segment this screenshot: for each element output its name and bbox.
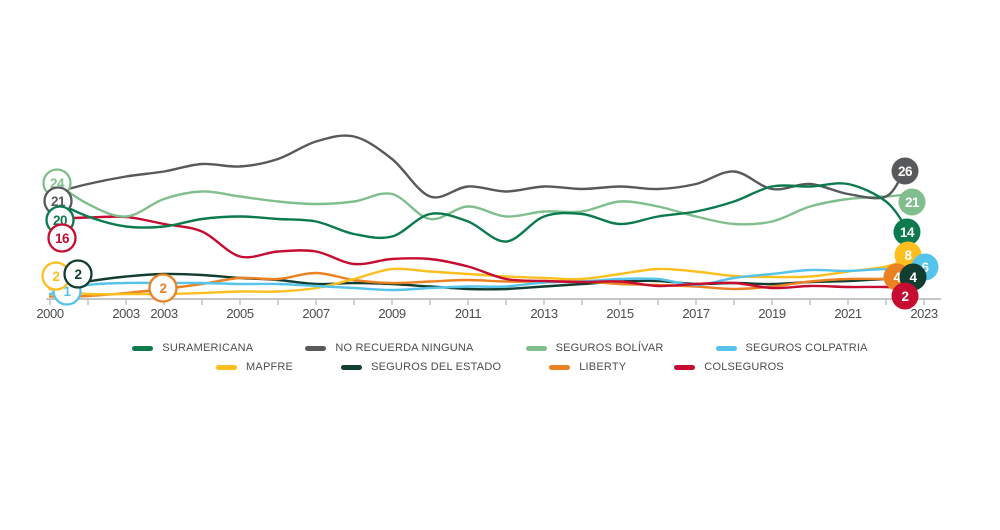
series-line-seguros-del-estado <box>48 272 915 291</box>
series-line-liberty <box>48 271 899 298</box>
end-badge-colseguros: 2 <box>891 282 919 310</box>
x-axis-label: 2000 <box>36 306 63 321</box>
badge-value: 14 <box>900 225 915 240</box>
legend-dash-no-recuerda-ninguna <box>305 345 327 351</box>
legend-dash-seguros-colpatria <box>715 345 737 351</box>
badge-value: 4 <box>893 270 901 285</box>
series-lines <box>48 134 927 298</box>
badge-circle <box>891 282 919 310</box>
legend-item-seguros-colpatria: SEGUROS COLPATRIA <box>715 342 868 354</box>
badge-circle <box>898 188 926 216</box>
badge-circle <box>63 259 93 289</box>
series-line-seguros-bolivar <box>48 177 914 226</box>
legend-item-mapfre: MAPFRE <box>216 361 293 373</box>
series-line-mapfre <box>48 257 910 296</box>
badge-value: 4 <box>909 270 917 285</box>
legend-row-2: MAPFRE SEGUROS DEL ESTADO LIBERTY COLSEGURO… <box>216 361 784 373</box>
series-line-no-recuerda-ninguna <box>48 134 907 200</box>
series-line-suramericana <box>48 182 909 243</box>
legend-label: SURAMERICANA <box>162 342 254 354</box>
series-line-seguros-colpatria <box>48 267 927 296</box>
legend-label: SEGUROS DEL ESTADO <box>371 361 502 373</box>
chart-legend: SURAMERICANA NO RECUERDA NINGUNA SEGUROS B… <box>0 342 1000 373</box>
legend-label: MAPFRE <box>246 361 294 373</box>
legend-dash-liberty <box>549 364 571 370</box>
x-axis: 2000 2003 2003 2005 2007 2009 2011 2013 2015 2017… <box>36 298 941 321</box>
badge-value: 6 <box>921 260 929 275</box>
x-axis-label: 2005 <box>226 306 253 321</box>
badge-value: 8 <box>904 248 912 263</box>
badge-circle <box>148 273 178 303</box>
legend-dash-mapfre <box>216 364 238 370</box>
x-axis-label: 2013 <box>530 306 557 321</box>
legend-item-no-recuerda-ninguna: NO RECUERDA NINGUNA <box>305 342 473 354</box>
legend-item-seguros-del-estado: SEGUROS DEL ESTADO <box>341 361 501 373</box>
x-axis-label: 2023 <box>910 306 937 321</box>
badge-value: 2 <box>74 267 81 282</box>
x-axis-label: 2015 <box>606 306 633 321</box>
legend-dash-seguros-bolivar <box>525 345 547 351</box>
end-badge-seguros-bolivar: 21 <box>898 188 926 216</box>
badge-value: 21 <box>51 194 66 209</box>
start-badge-liberty: 2 <box>148 273 178 303</box>
start-badge-seguros-del-estado: 2 <box>63 259 93 289</box>
start-badge-mapfre: 2 <box>41 261 71 291</box>
end-badge-no-recuerda-ninguna: 26 <box>891 157 919 185</box>
x-axis-label: 2007 <box>302 306 329 321</box>
legend-label: LIBERTY <box>579 361 627 373</box>
x-axis-label: 2003 <box>150 306 177 321</box>
badge-value: 1 <box>63 284 71 299</box>
x-axis-label: 2017 <box>682 306 709 321</box>
series-line-colseguros <box>48 215 907 291</box>
legend-label: NO RECUERDA NINGUNA <box>335 342 474 354</box>
legend-item-liberty: LIBERTY <box>549 361 626 373</box>
x-axis-label: 2021 <box>834 306 861 321</box>
badge-value: 16 <box>55 231 70 246</box>
legend-dash-suramericana <box>132 345 154 351</box>
badge-value: 2 <box>901 289 908 304</box>
badge-circle <box>891 157 919 185</box>
badge-value: 21 <box>905 195 920 210</box>
badge-circle <box>47 223 77 253</box>
start-badge-colseguros: 16 <box>47 223 77 253</box>
x-axis-label: 2011 <box>455 306 482 321</box>
badge-value: 26 <box>898 164 913 179</box>
legend-dash-seguros-del-estado <box>341 364 363 370</box>
legend-label: SEGUROS BOLÍVAR <box>555 342 664 354</box>
legend-item-seguros-bolivar: SEGUROS BOLÍVAR <box>525 342 664 354</box>
legend-row-1: SURAMERICANA NO RECUERDA NINGUNA SEGUROS B… <box>132 342 868 354</box>
legend-label: SEGUROS COLPATRIA <box>745 342 868 354</box>
badge-value: 2 <box>52 269 59 284</box>
x-axis-label: 2009 <box>378 306 405 321</box>
x-axis-label: 2003 <box>112 306 139 321</box>
legend-item-suramericana: SURAMERICANA <box>132 342 253 354</box>
badge-circle <box>893 218 921 246</box>
legend-item-colseguros: COLSEGUROS <box>674 361 784 373</box>
end-badge-suramericana: 14 <box>893 218 921 246</box>
legend-label: COLSEGUROS <box>704 361 784 373</box>
x-axis-label: 2019 <box>758 306 785 321</box>
badge-value: 2 <box>159 281 166 296</box>
legend-dash-colseguros <box>674 364 696 370</box>
